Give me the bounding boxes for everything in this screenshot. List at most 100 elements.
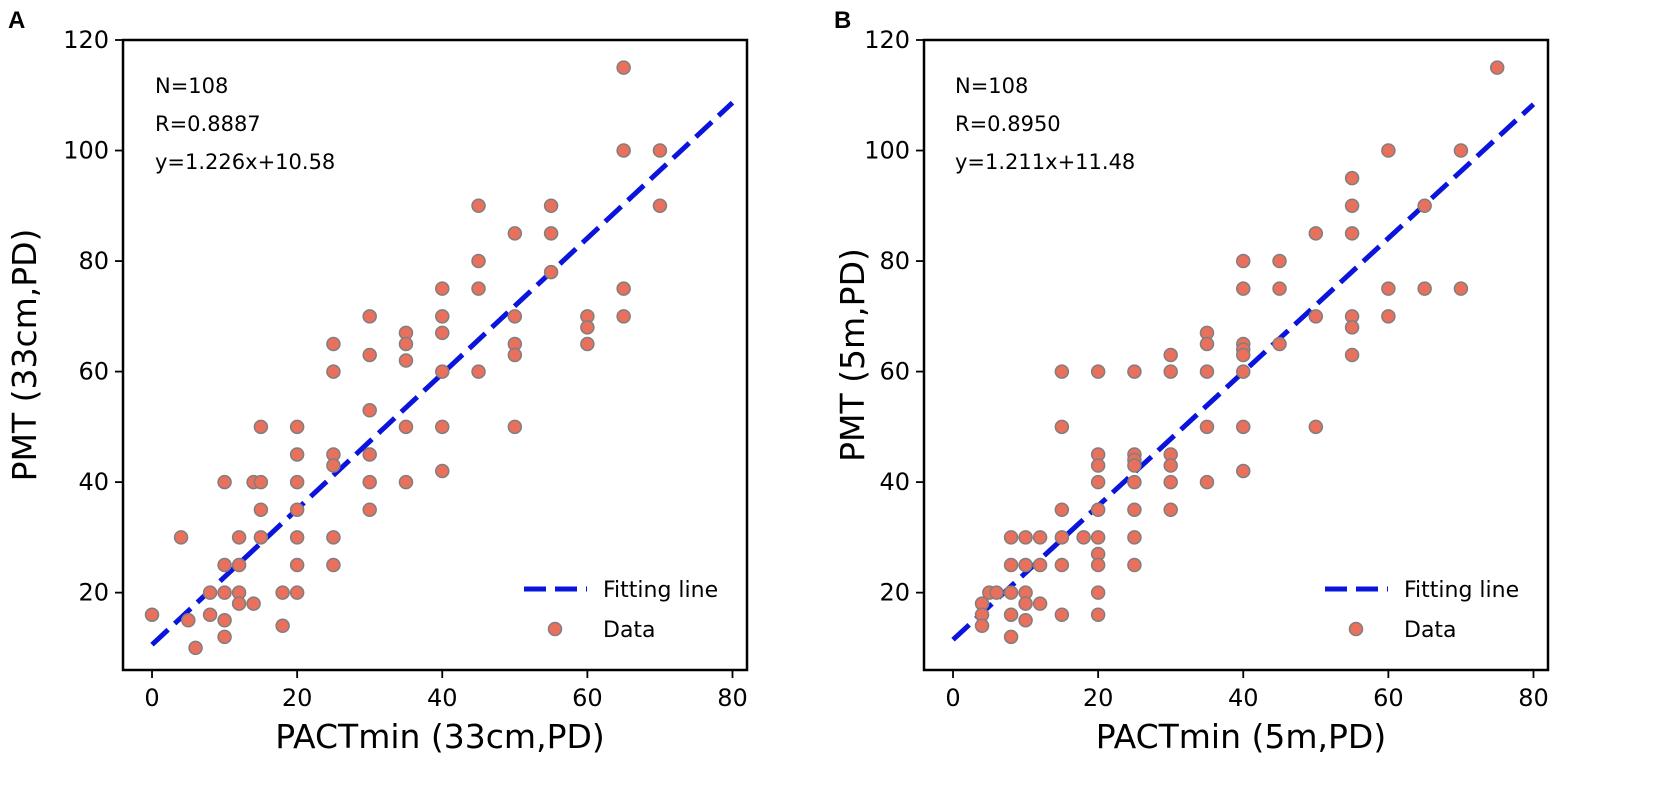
data-point: [1003, 557, 1019, 573]
plot-frame-a: [121, 38, 749, 672]
data-point: [1344, 198, 1360, 214]
data-point: [217, 557, 232, 573]
legend-marker-swatch-a: [547, 621, 563, 637]
data-point: [1417, 281, 1432, 296]
data-point: [289, 585, 305, 600]
data-point: [435, 325, 450, 341]
panel-label-a: A: [8, 7, 25, 34]
scatter-chart-b: B 0 20 40 60 80 20 40 60 80 100 120 N=108 R=0.8950…: [833, 7, 1550, 756]
data-point: [253, 474, 269, 490]
annotation-r-a: R=0.8887: [155, 112, 261, 136]
panel-a: A 0 20 40 60 80 20 40 60 80 100 120 N=108 R=0.8887…: [0, 0, 828, 803]
data-point: [1003, 629, 1019, 645]
data-point: [1344, 170, 1360, 186]
data-point: [1054, 502, 1070, 517]
y-tick-label: 20: [78, 579, 109, 607]
fit-line-b: [951, 102, 1536, 642]
data-point: [181, 613, 196, 628]
data-point: [1199, 364, 1215, 379]
data-point: [253, 502, 269, 517]
data-point: [217, 585, 232, 600]
data-point: [1308, 309, 1324, 324]
data-point: [1199, 474, 1215, 490]
legend-data-a: Data: [603, 618, 656, 643]
data-point: [1453, 143, 1469, 158]
data-point: [1127, 364, 1142, 379]
data-point: [1163, 474, 1178, 490]
data-point: [253, 419, 269, 435]
data-point: [398, 419, 414, 435]
data-point: [362, 403, 377, 418]
x-tick-label: 60: [572, 684, 603, 712]
legend-marker-swatch-b: [1348, 621, 1364, 637]
data-point: [471, 281, 486, 296]
data-point: [217, 629, 232, 645]
data-point: [362, 474, 377, 490]
data-point: [362, 447, 377, 462]
data-point: [362, 309, 377, 324]
data-point: [435, 281, 450, 296]
fit-line-group-a: [150, 100, 735, 647]
data-point: [507, 419, 523, 435]
data-point: [1381, 309, 1396, 324]
x-tick-label: 80: [717, 684, 748, 712]
data-point: [1076, 530, 1091, 545]
y-tick-label: 60: [879, 358, 910, 386]
data-point: [1308, 226, 1324, 241]
annotation-equation-b: y=1.211x+11.48: [955, 150, 1135, 174]
scatter-chart-a: A 0 20 40 60 80 20 40 60 80 100 120 N=108 R=0.8887…: [5, 7, 749, 756]
data-point: [652, 198, 668, 214]
data-point: [1381, 281, 1396, 296]
y-tick-label: 40: [78, 468, 109, 496]
data-point: [616, 143, 631, 158]
data-point: [289, 530, 305, 545]
data-point: [362, 502, 377, 517]
data-point: [1018, 530, 1033, 545]
data-point: [289, 419, 305, 435]
data-point: [398, 474, 414, 490]
legend-fitting-line-b: Fitting line: [1404, 578, 1519, 603]
data-point: [188, 640, 203, 656]
data-point: [1003, 585, 1019, 600]
data-point: [1163, 502, 1178, 517]
data-point: [1003, 607, 1019, 622]
data-point: [543, 198, 559, 214]
data-point: [1054, 364, 1070, 379]
data-point: [326, 458, 341, 473]
annotation-n-a: N=108: [155, 74, 228, 98]
axis-ticks-a: 0 20 40 60 80 20 40 60 80 100 120: [63, 26, 748, 712]
data-point: [362, 347, 377, 363]
data-point: [398, 353, 414, 368]
data-point: [1090, 458, 1106, 473]
y-tick-label: 60: [78, 358, 109, 386]
data-point: [1236, 364, 1251, 379]
data-point: [326, 530, 341, 545]
data-point: [1344, 226, 1360, 241]
data-point: [144, 607, 160, 622]
data-point: [1236, 419, 1251, 435]
x-tick-label: 20: [1083, 684, 1114, 712]
data-point: [1199, 336, 1215, 352]
data-point: [1453, 281, 1469, 296]
data-point: [253, 530, 269, 545]
data-point: [326, 557, 341, 573]
legend-a: Fitting line Data: [524, 578, 718, 643]
data-point: [435, 364, 450, 379]
data-point: [202, 585, 218, 600]
data-point: [1127, 557, 1142, 573]
legend-fitting-line-a: Fitting line: [603, 578, 718, 603]
y-tick-label: 120: [63, 26, 109, 54]
data-point: [1127, 530, 1142, 545]
data-point: [173, 530, 189, 545]
data-point: [289, 447, 305, 462]
data-point: [1018, 557, 1033, 573]
data-point: [1163, 347, 1178, 363]
data-point: [543, 226, 559, 241]
data-point: [1032, 530, 1048, 545]
data-point: [1127, 502, 1142, 517]
y-tick-label: 20: [879, 579, 910, 607]
legend-b: Fitting line Data: [1325, 578, 1519, 643]
data-point: [471, 253, 486, 269]
plot-frame-b: [922, 38, 1550, 672]
y-tick-label: 40: [879, 468, 910, 496]
